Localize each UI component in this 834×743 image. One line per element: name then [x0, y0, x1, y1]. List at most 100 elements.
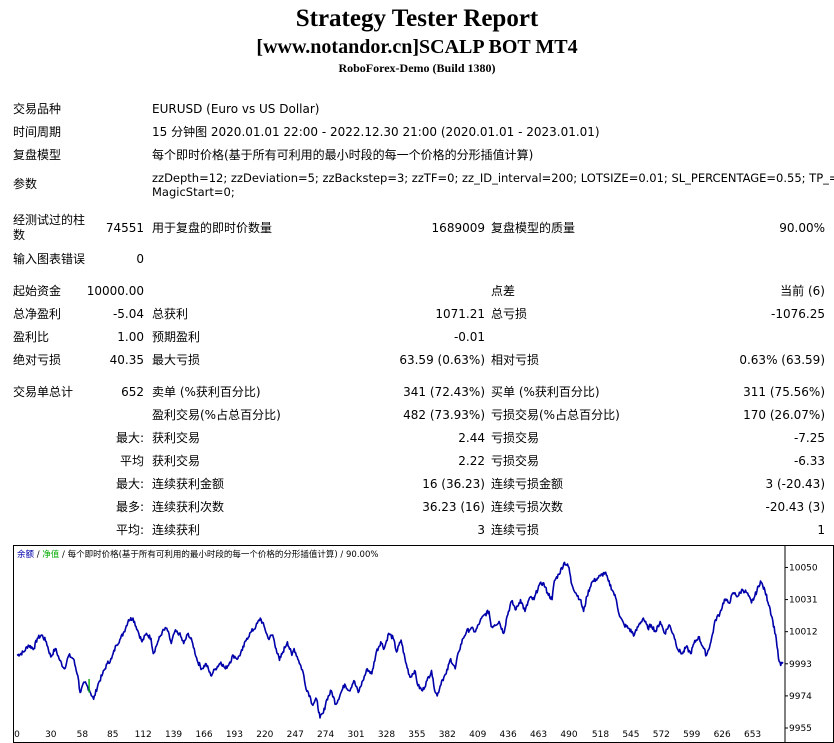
- svg-text:余额 / 净值 / 每个即时价格(基于所有可利用的最小时段的: 余额 / 净值 / 每个即时价格(基于所有可利用的最小时段的每一个价格的分形插值…: [17, 549, 378, 560]
- cons-profit-count-value: 36.23 (16): [422, 500, 485, 514]
- x-tick-label-5: 139: [165, 730, 182, 740]
- x-tick-label-9: 247: [287, 730, 304, 740]
- avg-profit-value: 2.22: [458, 454, 485, 468]
- symbol-label: 交易品种: [13, 102, 62, 116]
- x-tick-label-12: 328: [378, 730, 395, 740]
- legend-balance: 余额: [17, 549, 35, 560]
- x-tick-label-21: 572: [653, 730, 670, 740]
- largest-loss-label: 亏损交易: [491, 431, 540, 445]
- avg-loss-value: -6.33: [793, 454, 825, 468]
- symbol-value: EURUSD (Euro vs US Dollar): [152, 102, 320, 116]
- x-tick-label-6: 166: [195, 730, 212, 740]
- x-tick-label-11: 301: [347, 730, 364, 740]
- x-tick-label-0: 0: [14, 730, 20, 740]
- x-tick-label-24: 653: [744, 730, 761, 740]
- y-tick-label-1: 9974: [789, 692, 812, 702]
- x-tick-label-16: 436: [500, 730, 517, 740]
- period-value: 15 分钟图 2020.01.01 22:00 - 2022.12.30 21:…: [152, 125, 600, 139]
- x-tick-label-23: 626: [714, 730, 731, 740]
- net-profit-label: 总净盈利: [13, 307, 62, 321]
- legend-sep-1: /: [34, 550, 42, 560]
- payoff-label: 预期盈利: [152, 330, 201, 344]
- y-tick-label-2: 9993: [789, 660, 812, 670]
- ticks-value: 1689009: [431, 221, 485, 235]
- x-tick-label-17: 463: [530, 730, 547, 740]
- payoff-value: -0.01: [453, 330, 485, 344]
- report-subtitle: [www.notandor.cn]SCALP BOT MT4: [256, 36, 578, 58]
- average-prefix-2: 平均:: [115, 523, 144, 537]
- profit-factor-label: 盈利比: [13, 330, 50, 344]
- spread-value: 当前 (6): [780, 284, 825, 298]
- deposit-label: 起始资金: [13, 284, 62, 298]
- balance-chart: 余额 / 净值 / 每个即时价格(基于所有可利用的最小时段的每一个价格的分形插值…: [13, 545, 834, 743]
- legend-sep-3: /: [338, 550, 346, 560]
- gross-loss-label: 总亏损: [491, 307, 528, 321]
- legend-sep-2: /: [59, 550, 67, 560]
- total-trades-label: 交易单总计: [13, 385, 74, 399]
- max-drawdown-label: 最大亏损: [152, 353, 201, 367]
- legend-model: 每个即时价格(基于所有可利用的最小时段的每一个价格的分形插值计算): [68, 549, 338, 560]
- avg-loss-label: 亏损交易: [491, 454, 540, 468]
- bars-label-2: 数: [13, 228, 26, 242]
- x-tick-label-1: 30: [45, 730, 57, 740]
- long-positions-label: 买单 (%获利百分比): [491, 385, 600, 399]
- net-profit-value: -5.04: [112, 307, 144, 321]
- abs-drawdown-value: 40.35: [109, 353, 144, 367]
- x-tick-label-19: 518: [592, 730, 609, 740]
- gross-loss-value: -1076.25: [771, 307, 825, 321]
- ticks-label: 用于复盘的即时价数量: [152, 221, 273, 235]
- x-tick-label-20: 545: [622, 730, 639, 740]
- deposit-value: 10000.00: [86, 284, 144, 298]
- long-positions-value: 311 (75.56%): [743, 385, 825, 399]
- short-positions-label: 卖单 (%获利百分比): [152, 385, 261, 399]
- avg-cons-losses-value: 1: [817, 523, 825, 537]
- largest-profit-label: 获利交易: [152, 431, 201, 445]
- x-tick-label-13: 355: [408, 730, 425, 740]
- cons-losses-money-value: 3 (-20.43): [765, 477, 826, 491]
- errors-value: 0: [136, 252, 144, 266]
- params-line-1: zzDepth=12; zzDeviation=5; zzBackstep=3;…: [152, 171, 834, 185]
- params-line-2: MagicStart=0;: [152, 185, 235, 199]
- average-prefix: 平均: [119, 454, 144, 468]
- legend-equity: 净值: [42, 549, 60, 560]
- largest-loss-value: -7.25: [793, 431, 825, 445]
- balance-series-line: [16, 561, 784, 719]
- params-label: 参数: [13, 177, 38, 191]
- avg-cons-losses-label: 连续亏损: [491, 523, 540, 537]
- x-tick-label-15: 409: [469, 730, 486, 740]
- avg-profit-label: 获利交易: [152, 454, 201, 468]
- x-tick-label-4: 112: [135, 730, 152, 740]
- maximum-prefix: 最大:: [115, 477, 144, 491]
- max-drawdown-value: 63.59 (0.63%): [399, 353, 485, 367]
- avg-cons-wins-value: 3: [477, 523, 485, 537]
- gross-profit-label: 总获利: [152, 307, 189, 321]
- x-tick-label-18: 490: [560, 730, 577, 740]
- abs-drawdown-label: 绝对亏损: [13, 353, 62, 367]
- profit-factor-value: 1.00: [117, 330, 144, 344]
- bars-label-1: 经测试过的柱: [13, 213, 86, 227]
- cons-losses-money-label: 连续亏损金额: [491, 477, 564, 491]
- cons-wins-money-label: 连续获利金额: [152, 477, 225, 491]
- cons-wins-money-value: 16 (36.23): [422, 477, 485, 491]
- y-tick-label-0: 9955: [789, 724, 812, 734]
- x-tick-label-8: 220: [256, 730, 273, 740]
- errors-label: 输入图表错误: [13, 252, 86, 266]
- profit-trades-value: 482 (73.93%): [403, 408, 485, 422]
- y-tick-label-3: 10012: [789, 628, 818, 638]
- bars-value: 74551: [105, 221, 144, 235]
- quality-label: 复盘模型的质量: [491, 221, 576, 235]
- rel-drawdown-label: 相对亏损: [491, 353, 540, 367]
- cons-loss-count-label: 连续亏损次数: [491, 500, 564, 514]
- largest-profit-value: 2.44: [458, 431, 485, 445]
- report-title: Strategy Tester Report: [295, 5, 539, 32]
- spread-label: 点差: [491, 284, 516, 298]
- model-value: 每个即时价格(基于所有可利用的最小时段的每一个价格的分形插值计算): [152, 148, 534, 162]
- x-tick-label-7: 193: [226, 730, 243, 740]
- profit-trades-label: 盈利交易(%占总百分比): [152, 408, 281, 422]
- gross-profit-value: 1071.21: [435, 307, 485, 321]
- short-positions-value: 341 (72.43%): [403, 385, 485, 399]
- x-tick-label-10: 274: [317, 730, 334, 740]
- x-tick-label-22: 599: [683, 730, 700, 740]
- loss-trades-label: 亏损交易(%占总百分比): [491, 408, 620, 422]
- model-label: 复盘模型: [13, 148, 62, 162]
